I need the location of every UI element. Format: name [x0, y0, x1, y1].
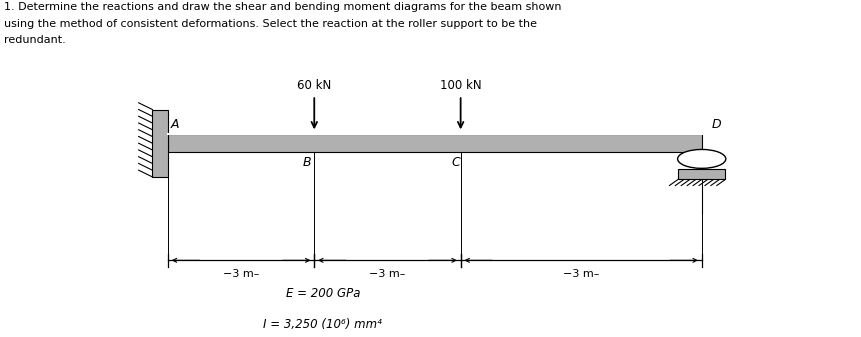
Text: −3 m–: −3 m–	[369, 269, 406, 279]
Text: 60 kN: 60 kN	[297, 79, 331, 92]
Text: −3 m–: −3 m–	[563, 269, 599, 279]
Bar	[152, 110, 168, 177]
Text: E = 200 GPa: E = 200 GPa	[286, 287, 360, 300]
Bar	[168, 134, 702, 152]
Text: redundant.: redundant.	[4, 35, 66, 45]
Text: −3 m–: −3 m–	[223, 269, 259, 279]
Text: A: A	[170, 118, 179, 131]
Text: 1. Determine the reactions and draw the shear and bending moment diagrams for th: 1. Determine the reactions and draw the …	[4, 2, 562, 12]
Text: D: D	[712, 118, 722, 131]
Circle shape	[678, 150, 726, 168]
Text: 100 kN: 100 kN	[440, 79, 481, 92]
Text: I = 3,250 (10⁶) mm⁴: I = 3,250 (10⁶) mm⁴	[263, 317, 382, 331]
Text: C: C	[452, 156, 461, 169]
Text: B: B	[303, 156, 312, 169]
Bar	[678, 169, 725, 179]
Text: using the method of consistent deformations. Select the reaction at the roller s: using the method of consistent deformati…	[4, 19, 537, 29]
